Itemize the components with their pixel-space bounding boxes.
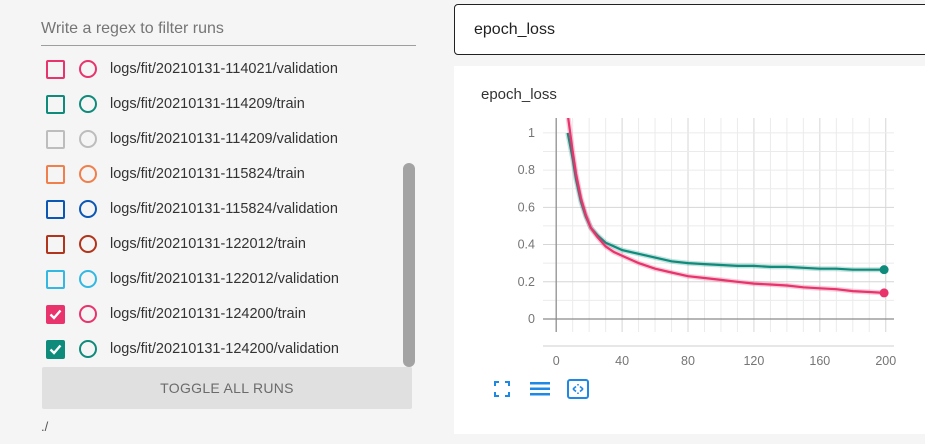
run-row[interactable]: logs/fit/20210131-124200/train	[46, 297, 306, 331]
series-end-point	[879, 288, 889, 298]
run-radio-button[interactable]	[79, 235, 97, 253]
x-tick-label: 0	[553, 354, 560, 368]
run-row[interactable]: logs/fit/20210131-115824/validation	[46, 192, 338, 226]
run-row[interactable]: logs/fit/20210131-122012/train	[46, 227, 306, 261]
run-row[interactable]: logs/fit/20210131-114021/validation	[46, 52, 338, 86]
y-tick-label: 0.4	[518, 238, 535, 252]
run-checkbox[interactable]	[46, 199, 65, 219]
loss-chart[interactable]: 0 40 80 120 160 200 0 0.2 0.4 0.6 0.8 1	[454, 66, 925, 434]
chart-title: epoch_loss	[481, 86, 557, 103]
run-row[interactable]: logs/fit/20210131-115824/train	[46, 157, 305, 191]
tag-filter-value: epoch_loss	[474, 20, 555, 38]
run-label: logs/fit/20210131-122012/train	[110, 236, 306, 252]
y-tick-label: 0.8	[518, 163, 535, 177]
run-radio-button[interactable]	[79, 305, 97, 323]
run-row[interactable]: logs/fit/20210131-124200/validation	[46, 332, 339, 366]
run-row[interactable]: logs/fit/20210131-114209/validation	[46, 122, 338, 156]
scalar-chart-card: epoch_loss 0 40 80 120 160 200 0 0.2 0.4 0.6 0.8 1	[454, 66, 925, 434]
run-radio-button[interactable]	[79, 95, 97, 113]
y-tick-label: 0	[528, 312, 535, 326]
run-selector-panel: logs/fit/20210131-114021/validation logs/…	[0, 0, 440, 444]
x-tick-label: 160	[809, 354, 830, 368]
run-label: logs/fit/20210131-115824/train	[110, 166, 305, 182]
run-row[interactable]: logs/fit/20210131-114209/train	[46, 87, 305, 121]
run-radio-button[interactable]	[79, 60, 97, 78]
x-tick-label: 80	[681, 354, 695, 368]
run-checkbox[interactable]	[46, 234, 65, 254]
run-checkbox[interactable]	[46, 94, 65, 114]
y-tick-label: 0.2	[518, 275, 535, 289]
run-checkbox[interactable]	[46, 304, 65, 324]
run-label: logs/fit/20210131-114021/validation	[110, 61, 338, 77]
run-radio-button[interactable]	[79, 340, 97, 358]
run-row[interactable]: logs/fit/20210131-122012/validation	[46, 262, 339, 296]
x-tick-label: 120	[743, 354, 764, 368]
run-radio-button[interactable]	[79, 270, 97, 288]
toggle-all-runs-button[interactable]: TOGGLE ALL RUNS	[42, 367, 412, 409]
fit-domain-icon[interactable]	[490, 377, 514, 401]
run-checkbox[interactable]	[46, 164, 65, 184]
run-checkbox[interactable]	[46, 269, 65, 289]
tag-filter-input[interactable]: epoch_loss	[454, 4, 925, 55]
run-label: logs/fit/20210131-124200/validation	[110, 341, 339, 357]
run-label: logs/fit/20210131-124200/train	[110, 306, 306, 322]
series-end-point	[879, 265, 889, 275]
x-tick-label: 40	[615, 354, 629, 368]
run-label: logs/fit/20210131-114209/validation	[110, 131, 338, 147]
run-checkbox[interactable]	[46, 339, 65, 359]
y-tick-label: 1	[528, 126, 535, 140]
run-list-scrollbar[interactable]	[403, 163, 415, 367]
run-checkbox[interactable]	[46, 129, 65, 149]
y-tick-label: 0.6	[518, 200, 535, 214]
run-radio-button[interactable]	[79, 200, 97, 218]
run-label: logs/fit/20210131-115824/validation	[110, 201, 338, 217]
x-tick-label: 200	[875, 354, 896, 368]
run-label: logs/fit/20210131-122012/validation	[110, 271, 339, 287]
logdir-label: ./	[41, 419, 49, 434]
run-label: logs/fit/20210131-114209/train	[110, 96, 305, 112]
run-radio-button[interactable]	[79, 130, 97, 148]
toggle-log-scale-icon[interactable]	[528, 377, 552, 401]
run-checkbox[interactable]	[46, 59, 65, 79]
series-line	[567, 118, 885, 294]
run-filter-input[interactable]	[41, 12, 416, 46]
fit-to-data-icon[interactable]	[566, 377, 590, 401]
run-radio-button[interactable]	[79, 165, 97, 183]
